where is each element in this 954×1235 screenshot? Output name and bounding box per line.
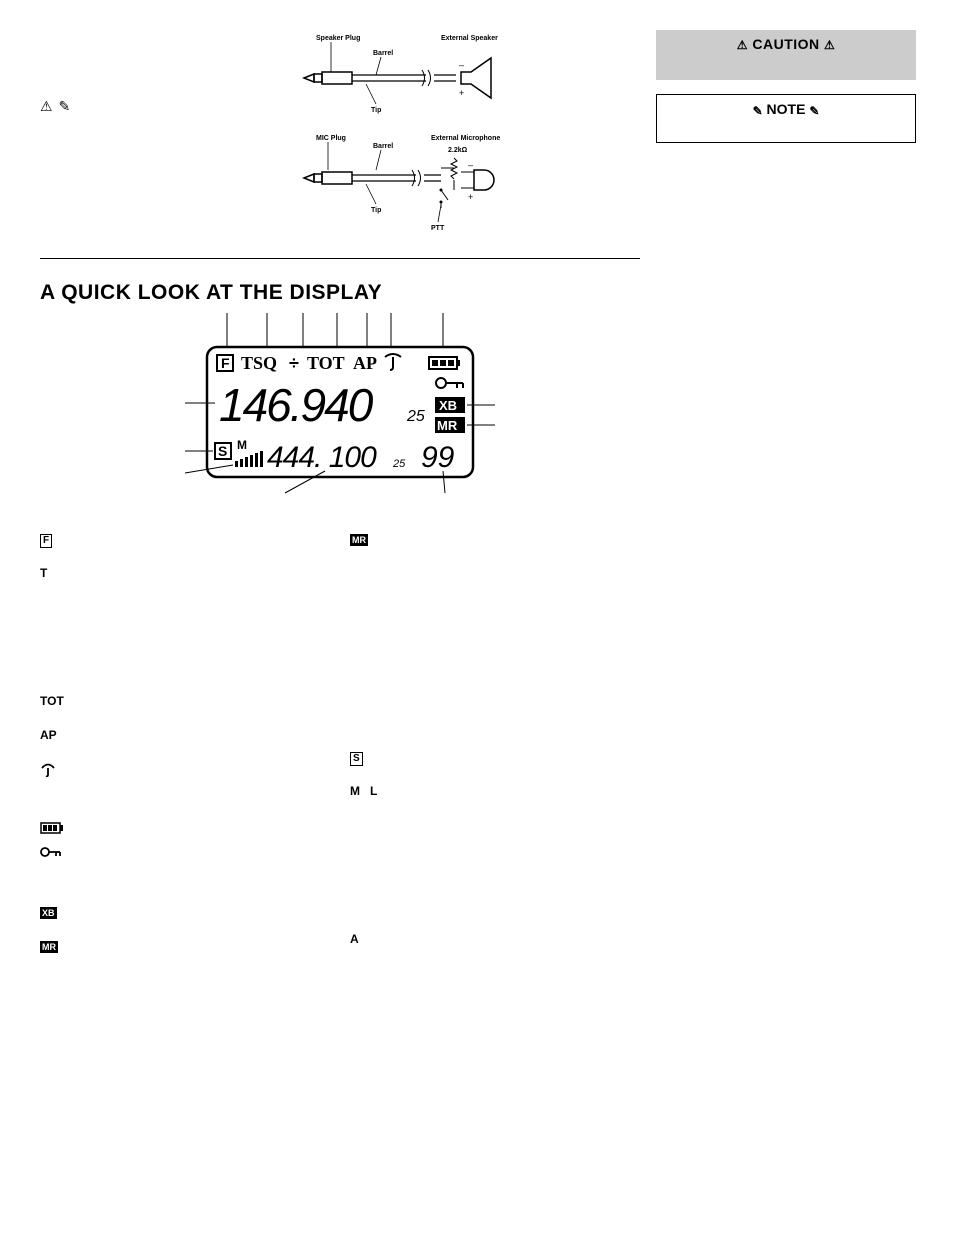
lcd-m: M: [237, 438, 247, 452]
lcd-display-diagram: F TSQ ÷ TOT AP 146.940 25: [185, 313, 495, 513]
label-mic-plug: MIC Plug: [316, 135, 346, 142]
lcd-main-step: 25: [406, 408, 425, 425]
note-pencil-icon-left: ✎: [753, 104, 763, 118]
label-minus-1: –: [459, 60, 464, 70]
pencil-icon: ✎: [58, 98, 70, 115]
ind-MR: MR: [40, 938, 76, 956]
ind-battery: [40, 822, 76, 840]
label-speaker-plug: Speaker Plug: [316, 35, 360, 42]
ind-MR-2: MR: [350, 531, 386, 549]
lcd-div: ÷: [289, 353, 299, 373]
label-minus-2: –: [468, 160, 473, 170]
ind-XB: XB: [40, 904, 76, 922]
label-plus-1: +: [459, 88, 464, 98]
note-box: ✎ NOTE ✎: [656, 94, 916, 142]
indicator-list-right: MR S M L A: [350, 531, 640, 972]
label-resistor: 2.2kΩ: [448, 147, 468, 154]
note-label: NOTE: [767, 101, 806, 117]
label-tip-2: Tip: [371, 207, 381, 214]
lcd-tsq: TSQ: [241, 353, 277, 373]
lcd-main-freq: 146.940: [219, 379, 374, 431]
lcd-sub-freq: 444. 100: [267, 441, 377, 474]
caution-warn-icon-left: ⚠: [737, 38, 748, 52]
caution-warn-icon-right: ⚠: [824, 38, 835, 52]
section-title: A QUICK LOOK AT THE DISPLAY: [40, 281, 640, 305]
lcd-tot: TOT: [307, 353, 345, 373]
label-ext-speaker: External Speaker: [441, 35, 498, 42]
note-pencil-icon-right: ✎: [809, 104, 819, 118]
caution-box: ⚠ CAUTION ⚠: [656, 30, 916, 80]
label-ptt: PTT: [431, 225, 445, 232]
ind-TOT: TOT: [40, 693, 76, 711]
section-divider: [40, 258, 640, 259]
lcd-sub-step: 25: [392, 458, 406, 470]
label-plus-2: +: [468, 192, 473, 202]
lcd-mr: MR: [437, 418, 458, 433]
label-ext-mic: External Microphone: [431, 135, 500, 142]
ind-umbrella: [40, 761, 76, 782]
label-barrel-2: Barrel: [373, 143, 393, 150]
caution-label: CAUTION: [752, 36, 819, 52]
ind-M-L: M L: [350, 783, 386, 801]
ind-A: A: [350, 931, 386, 949]
label-barrel-1: Barrel: [373, 50, 393, 57]
ind-S: S: [350, 749, 386, 767]
lcd-s: S: [218, 443, 227, 459]
upper-small-icons: ⚠ ✎: [40, 30, 260, 115]
lcd-mem: 99: [421, 441, 455, 474]
ind-key: [40, 846, 76, 864]
lcd-f-icon: F: [221, 355, 230, 371]
ind-AP: AP: [40, 727, 76, 745]
label-tip-1: Tip: [371, 107, 381, 114]
plug-wiring-diagram: Speaker Plug External Speaker Barrel: [296, 30, 556, 250]
warn-icon: ⚠: [40, 98, 53, 115]
ind-T: T: [40, 565, 76, 583]
ind-F: F: [40, 531, 76, 549]
lcd-xb: XB: [439, 398, 457, 413]
lcd-ap: AP: [353, 353, 377, 373]
indicator-list-left: F T TOT AP XB MR: [40, 531, 330, 972]
